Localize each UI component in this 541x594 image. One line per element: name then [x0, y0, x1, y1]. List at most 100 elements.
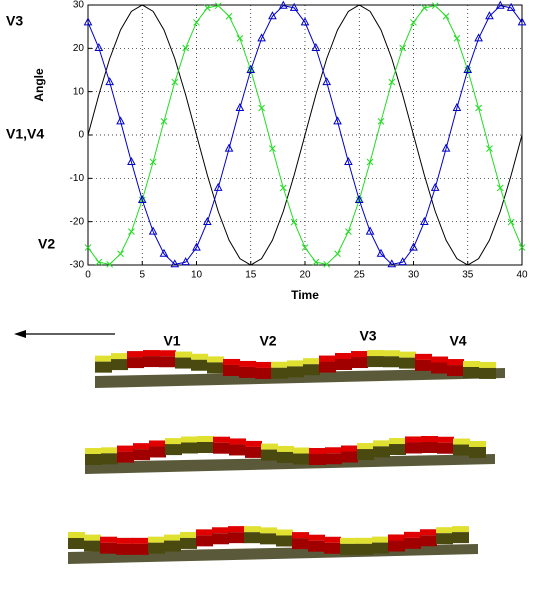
robot-segment-top	[383, 350, 400, 357]
marker	[496, 184, 504, 192]
y-tick-label: 20	[73, 43, 85, 54]
x-tick-label: 25	[354, 270, 366, 281]
robot-segment-side	[165, 444, 182, 456]
robot-segment-top	[325, 447, 342, 454]
robot-segment-side	[196, 535, 213, 547]
robot-segment-top	[229, 438, 246, 445]
marker	[399, 44, 407, 52]
robot-segment-top	[356, 537, 373, 544]
robot-segment-side	[292, 538, 309, 550]
robot-segment-top	[319, 355, 336, 362]
robot-segment-side	[207, 362, 224, 374]
marker	[475, 104, 482, 112]
marker	[377, 118, 385, 125]
robot-segment-side	[383, 356, 400, 368]
robot-segment-top	[463, 360, 480, 367]
robot-segment-top	[453, 438, 470, 445]
robot-segment-side	[260, 533, 277, 545]
marker	[452, 102, 462, 111]
robot-segment-side	[175, 357, 192, 369]
marker	[387, 259, 397, 268]
robot-segment-side	[101, 453, 118, 465]
robot-segment-side	[309, 453, 326, 465]
robot-segment-side	[149, 446, 166, 458]
robot-segment-side	[244, 532, 261, 544]
robot-segment-top	[357, 443, 374, 450]
robot-segment-side	[437, 442, 454, 454]
marker	[507, 218, 515, 226]
robot-segment-side	[469, 447, 486, 459]
robot-segment-side	[277, 451, 294, 463]
robot-segment-side	[287, 366, 304, 378]
robot-segment-side	[148, 542, 165, 554]
robot-segment-side	[431, 362, 448, 374]
x-tick-label: 10	[191, 270, 203, 281]
robot-segment-top	[399, 351, 416, 358]
x-tick-label: 35	[462, 270, 474, 281]
robot-segment-top	[287, 360, 304, 367]
robot-segment-top	[191, 353, 208, 360]
robot-segment-side	[351, 357, 368, 369]
robot-segment-top	[255, 361, 272, 368]
robot-segment-top	[239, 360, 256, 367]
robot-segment-side	[181, 442, 198, 454]
marker	[117, 250, 124, 258]
robot-segment-top	[293, 447, 310, 454]
robot-segment-side	[405, 442, 422, 454]
marker	[279, 184, 287, 192]
x-tick-label: 40	[516, 270, 528, 281]
robot-segment-side	[357, 449, 374, 461]
robot-segment-side	[293, 453, 310, 465]
marker	[365, 226, 375, 235]
robot-label: V3	[359, 328, 376, 344]
robot-segment-side	[404, 537, 421, 549]
robot-segment-side	[229, 444, 246, 456]
robot-segment-top	[309, 447, 326, 454]
robot-segment-side	[308, 540, 325, 552]
robot-segment-top	[479, 361, 496, 368]
robot-segment-side	[325, 453, 342, 465]
robot-segment-side	[95, 361, 112, 373]
marker	[366, 158, 374, 166]
robot-segment-top	[271, 361, 288, 368]
robot-segment-side	[223, 364, 240, 376]
marker	[278, 0, 288, 9]
marker	[84, 244, 92, 251]
robot-segment-top	[181, 436, 198, 443]
marker	[235, 102, 245, 111]
robot-segment-top	[149, 440, 166, 447]
x-tick-label: 0	[85, 270, 91, 281]
robot-segment-top	[292, 532, 309, 539]
robot-segment-top	[84, 534, 101, 541]
x-tick-label: 20	[299, 270, 311, 281]
marker	[268, 11, 277, 20]
marker	[463, 64, 473, 73]
robot-segment-side	[111, 359, 128, 371]
annotation: V2	[38, 236, 55, 252]
robot-label: V1	[163, 333, 180, 349]
robot-segment-side	[453, 444, 470, 456]
robot-segment-top	[260, 527, 277, 534]
robot-segment-side	[367, 356, 384, 368]
marker	[290, 218, 298, 226]
marker	[170, 259, 180, 268]
robot-label: V4	[449, 333, 466, 349]
robot-segment-side	[180, 537, 197, 549]
robot-segment-top	[261, 443, 278, 450]
robot-segment-side	[132, 543, 149, 555]
marker	[171, 78, 179, 86]
robot-segment-side	[372, 542, 389, 554]
robot-segment-top	[389, 438, 406, 445]
marker	[442, 12, 450, 20]
robot-segment-side	[399, 357, 416, 369]
robot-segment-top	[436, 527, 453, 534]
robot-segment-side	[228, 532, 245, 544]
robot-segment-top	[132, 537, 149, 544]
robot-segment-side	[436, 533, 453, 545]
robot-segment-side	[420, 535, 437, 547]
robot-segment-top	[180, 531, 197, 538]
robot-segment-top	[388, 534, 405, 541]
robot-segment-side	[212, 533, 229, 545]
marker	[518, 244, 526, 251]
